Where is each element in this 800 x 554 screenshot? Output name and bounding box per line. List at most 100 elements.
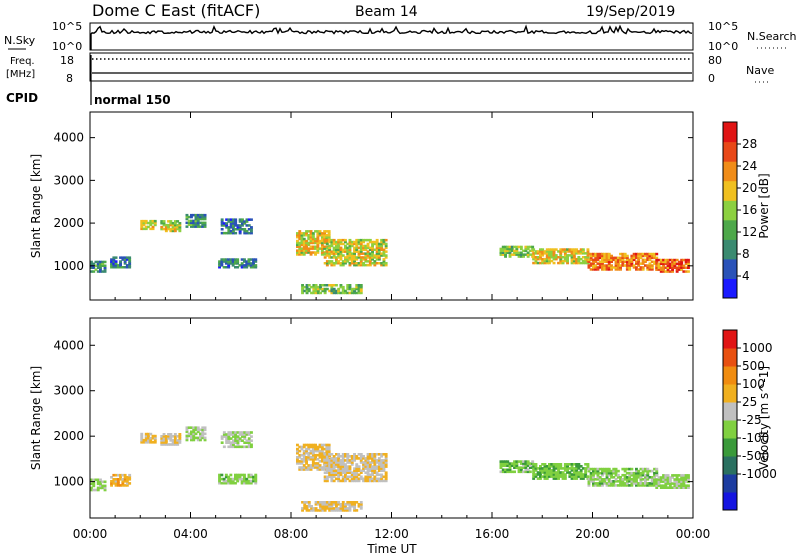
data-cell: [632, 266, 636, 269]
data-cell: [309, 253, 313, 256]
data-cell: [653, 484, 656, 487]
data-cell: [149, 436, 153, 440]
data-cell: [328, 240, 332, 244]
data-cell: [103, 270, 107, 273]
data-cell: [616, 469, 620, 473]
data-cell: [220, 228, 224, 231]
data-cell: [305, 447, 308, 451]
data-cell: [319, 291, 322, 295]
data-cell: [94, 264, 98, 267]
data-cell: [668, 486, 672, 489]
data-cell: [254, 481, 258, 485]
data-cell: [612, 484, 616, 487]
data-cell: [592, 480, 595, 483]
data-cell: [355, 477, 359, 481]
data-cell: [325, 250, 329, 253]
data-cell: [330, 287, 334, 291]
data-cell: [344, 238, 347, 242]
data-cell: [675, 266, 679, 269]
data-cell: [373, 479, 377, 483]
data-cell: [323, 463, 327, 466]
data-cell: [247, 431, 251, 434]
data-cell: [196, 225, 200, 228]
data-cell: [335, 471, 338, 474]
data-cell: [671, 482, 674, 485]
data-cell: [380, 461, 384, 464]
data-cell: [680, 482, 684, 485]
data-cell: [359, 469, 363, 472]
data-cell: [199, 438, 202, 442]
data-cell: [371, 469, 374, 472]
data-cell: [114, 482, 118, 485]
data-cell: [684, 266, 688, 269]
cpid-label: CPID: [6, 91, 38, 105]
data-cell: [548, 256, 551, 259]
data-cell: [594, 469, 598, 473]
data-cell: [142, 441, 146, 444]
data-cell: [346, 455, 350, 458]
data-cell: [572, 475, 576, 478]
data-cell: [664, 266, 668, 269]
data-cell: [646, 264, 650, 267]
data-cell: [247, 433, 251, 436]
data-cell: [201, 215, 205, 219]
data-cell: [550, 256, 554, 259]
data-cell: [673, 260, 677, 264]
data-cell: [236, 479, 240, 483]
data-cell: [309, 241, 313, 245]
data-cell: [566, 463, 569, 466]
data-cell: [99, 262, 102, 266]
data-cell: [623, 264, 627, 267]
data-cell: [522, 462, 525, 465]
data-cell: [684, 478, 688, 481]
data-cell: [232, 435, 235, 438]
data-cell: [639, 262, 643, 265]
data-cell: [499, 470, 503, 474]
data-cell: [607, 266, 611, 269]
data-cell: [300, 239, 304, 243]
data-cell: [563, 467, 567, 470]
data-cell: [662, 262, 665, 266]
data-cell: [671, 476, 674, 479]
data-cell: [619, 260, 622, 263]
data-cell: [153, 436, 157, 440]
data-cell: [380, 242, 384, 246]
data-cell: [545, 477, 549, 480]
data-cell: [305, 243, 308, 247]
data-cell: [366, 256, 370, 259]
data-cell: [359, 287, 363, 291]
data-cell: [504, 464, 507, 467]
data-cell: [245, 229, 249, 233]
data-cell: [348, 471, 352, 474]
data-cell: [659, 480, 663, 483]
data-cell: [371, 455, 374, 458]
data-cell: [359, 285, 363, 289]
data-cell: [371, 248, 374, 251]
data-cell: [603, 467, 607, 471]
data-cell: [572, 477, 576, 480]
colorbar-cell: [723, 180, 737, 201]
data-cell: [247, 228, 251, 231]
data-cell: [589, 471, 593, 475]
data-cell: [140, 225, 144, 229]
data-cell: [231, 479, 235, 483]
data-cell: [639, 473, 643, 477]
x-tick-label: 08:00: [274, 527, 309, 541]
data-cell: [218, 477, 221, 481]
data-cell: [557, 261, 560, 265]
data-cell: [641, 484, 645, 487]
data-cell: [377, 262, 381, 265]
data-cell: [655, 482, 659, 485]
data-cell: [320, 251, 324, 254]
data-cell: [603, 469, 607, 473]
data-cell: [605, 471, 609, 475]
data-cell: [550, 471, 554, 474]
data-cell: [243, 229, 247, 233]
data-cell: [96, 482, 100, 486]
data-cell: [185, 221, 189, 225]
data-cell: [541, 257, 545, 261]
data-cell: [644, 476, 647, 479]
data-cell: [192, 436, 196, 440]
data-cell: [203, 426, 207, 429]
data-cell: [632, 256, 636, 260]
